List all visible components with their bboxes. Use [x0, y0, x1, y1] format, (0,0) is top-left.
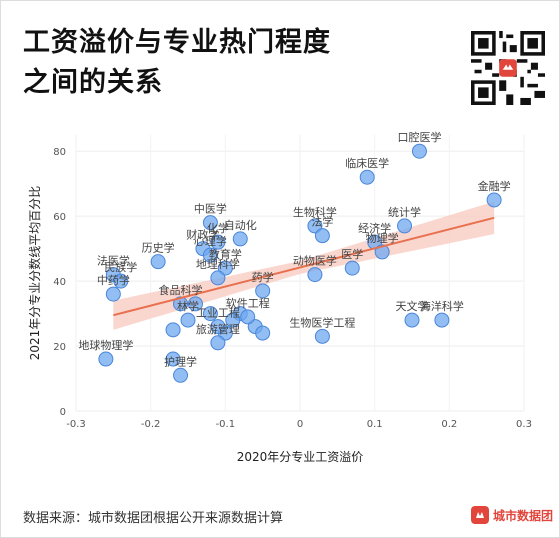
point-label: 软件工程 [226, 296, 270, 310]
point-label: 动物医学 [293, 254, 337, 268]
data-source: 数据来源：城市数据团根据公开来源数据计算 [23, 511, 284, 526]
y-tick-label: 60 [53, 212, 66, 223]
data-point [98, 351, 114, 367]
data-point [180, 312, 196, 328]
data-point [202, 215, 218, 231]
x-tick-label: 0.2 [441, 419, 457, 430]
point-label: 中药学 [97, 273, 130, 287]
data-point [173, 296, 189, 312]
data-point [113, 273, 129, 289]
qr-code-icon [471, 31, 545, 105]
x-tick-label: 0.3 [516, 419, 532, 430]
data-point [187, 296, 203, 312]
brand-logo-text: 城市数据团 [493, 508, 554, 523]
point-label: 法学 [311, 215, 333, 229]
point-label: 化学 [207, 221, 229, 235]
point-label: 医学 [341, 247, 363, 261]
data-point [210, 335, 226, 351]
point-label: 金融学 [478, 179, 511, 193]
x-tick-label: -0.3 [66, 419, 86, 430]
point-label: 临床医学 [345, 156, 389, 170]
data-point [150, 254, 166, 270]
point-label: 中医学 [194, 202, 227, 216]
data-point [165, 351, 181, 367]
point-label: 食品科学 [159, 283, 203, 297]
point-label: 心理学 [194, 234, 227, 248]
point-label: 教育学 [209, 247, 242, 261]
data-point [359, 169, 375, 185]
data-point [486, 192, 502, 208]
data-point [255, 283, 271, 299]
title-line-2: 之间的关系 [23, 67, 163, 98]
point-label: 自动化 [224, 218, 257, 232]
y-tick-label: 0 [60, 407, 66, 418]
point-label: 民族学 [104, 260, 137, 274]
point-label: 财政学 [186, 228, 219, 242]
scatter-chart: 0 20 40 60 80 -0.3 -0.2 -0.1 0 0.1 0.2 0.3 口腔医学临床医学金… [27, 130, 532, 464]
data-point [374, 244, 390, 260]
trend-line [113, 216, 495, 317]
y-tick-label: 40 [53, 277, 66, 288]
x-tick-label: -0.2 [141, 419, 161, 430]
data-point [105, 286, 121, 302]
x-tick-label: -0.1 [216, 419, 236, 430]
data-point [210, 319, 226, 335]
point-label: 法医学 [97, 254, 130, 268]
data-point [202, 247, 218, 263]
point-label: 海洋科学 [420, 299, 464, 313]
point-label: 林学 [177, 299, 199, 313]
point-label: 护理学 [164, 354, 197, 368]
x-axis-title: 2020年分专业工资溢价 [237, 449, 364, 464]
brand-logo: 城市数据团 [471, 505, 553, 525]
point-label: 生物科学 [293, 205, 337, 219]
data-point [240, 309, 256, 325]
point-label: 地球物理学 [78, 338, 133, 352]
data-point [165, 322, 181, 338]
point-label: 生物医学工程 [289, 315, 355, 329]
page-title: 工资溢价与专业热门程度 之间的关系 [23, 23, 383, 103]
data-point [232, 231, 248, 247]
y-axis-title: 2021年分专业分数线平均百分比 [27, 186, 42, 361]
title-line-1: 工资溢价与专业热门程度 [23, 27, 331, 58]
data-point [314, 328, 330, 344]
point-label: 天文学 [396, 299, 429, 313]
data-point [344, 260, 360, 276]
data-point [210, 270, 226, 286]
data-point [307, 267, 323, 283]
data-point [173, 367, 189, 383]
point-label: 统计学 [388, 205, 421, 219]
point-label: 历史学 [142, 241, 175, 255]
point-label: 口腔医学 [397, 130, 441, 144]
data-point [202, 306, 218, 322]
data-point [210, 234, 226, 250]
y-tick-label: 20 [53, 342, 66, 353]
data-point [404, 312, 420, 328]
data-point [434, 312, 450, 328]
data-point [255, 325, 271, 341]
point-label: 物理学 [366, 231, 399, 245]
y-tick-label: 80 [53, 147, 66, 158]
point-label: 药学 [252, 270, 274, 284]
data-point [411, 143, 427, 159]
point-label: 旅游管理 [196, 322, 240, 336]
x-tick-label: 0.1 [367, 419, 383, 430]
point-label: 经济学 [358, 221, 391, 235]
data-point [397, 218, 413, 234]
point-label: 地理科学 [196, 257, 240, 271]
point-label: 工业工程 [196, 307, 240, 320]
brand-logo-icon [471, 506, 489, 524]
data-point [225, 312, 241, 328]
data-point [314, 228, 330, 244]
x-tick-label: 0 [297, 419, 303, 430]
